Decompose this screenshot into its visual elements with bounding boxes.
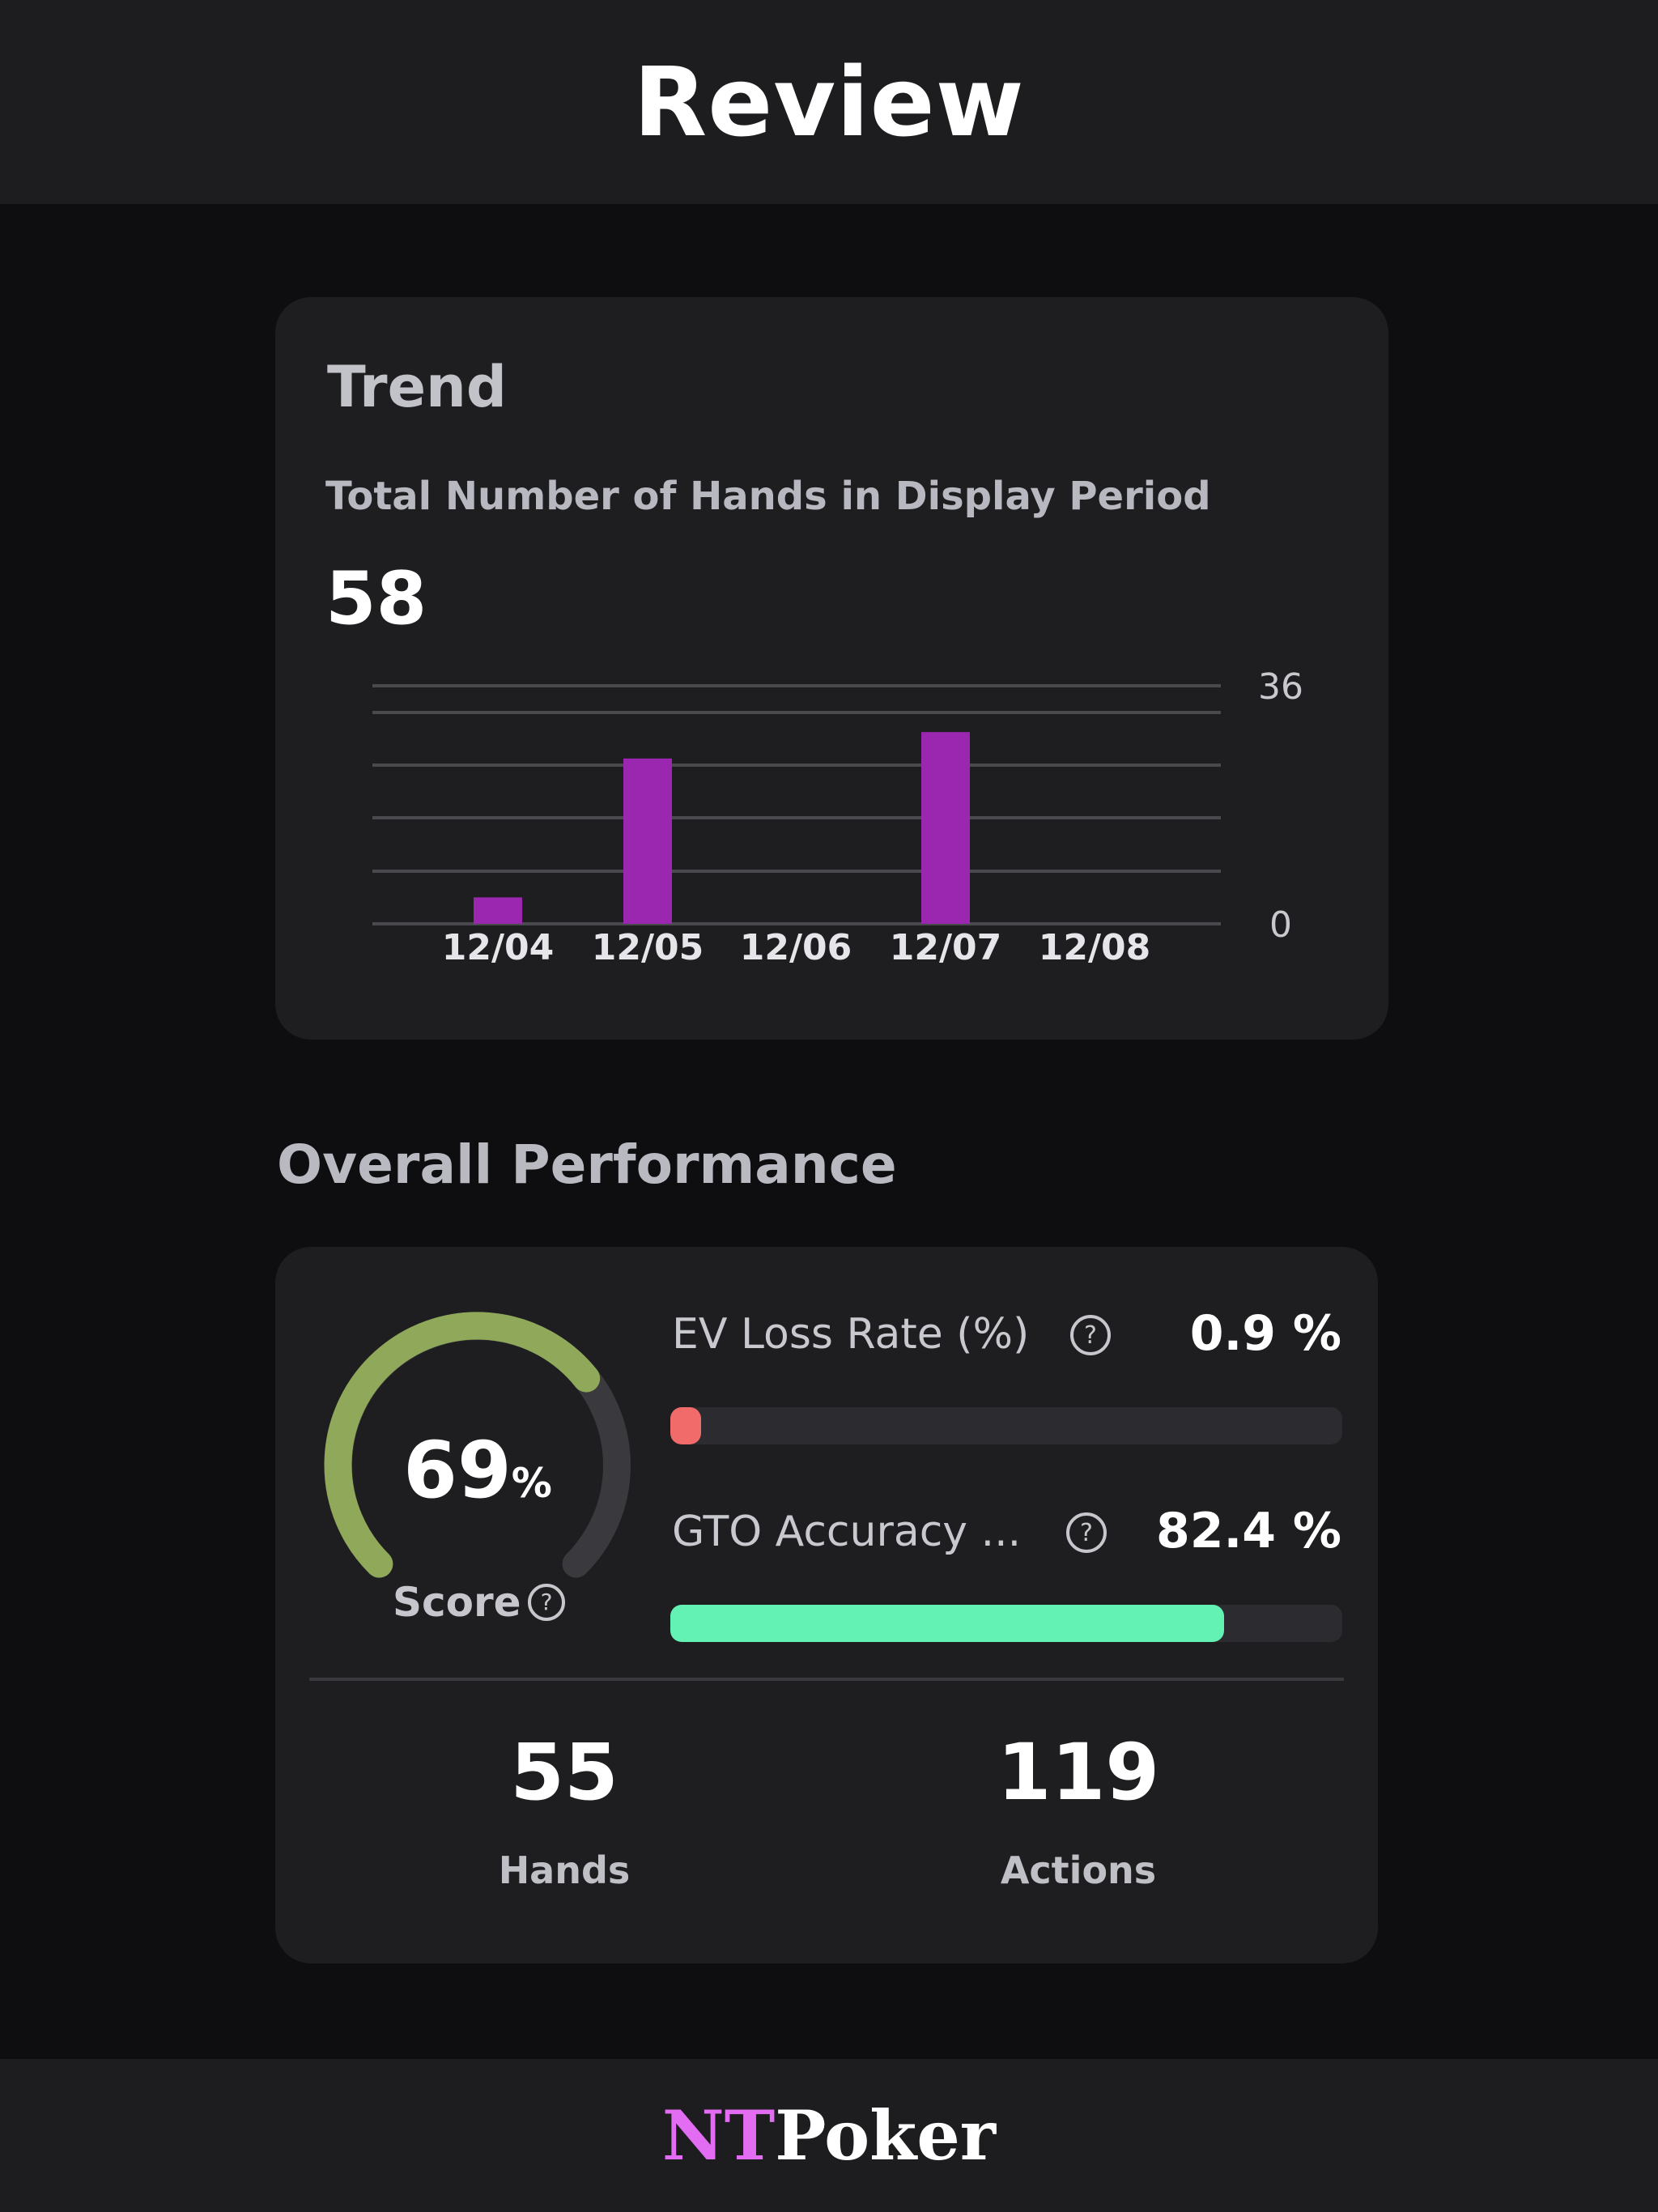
hands-count: 55	[510, 1727, 619, 1818]
stats-divider	[309, 1678, 1344, 1681]
y-tick-label: 36	[1258, 666, 1303, 708]
bar-12-04[interactable]	[474, 897, 522, 924]
gto-accuracy-bar-fill	[670, 1605, 1224, 1642]
gto-accuracy-bar	[670, 1605, 1342, 1642]
score-gauge-fill	[324, 1312, 601, 1578]
ev-loss-bar	[670, 1407, 1342, 1444]
score-unit: %	[511, 1460, 552, 1507]
score-help-icon[interactable]: ?	[526, 1582, 567, 1623]
gto-accuracy-value: 82.4 %	[1155, 1503, 1341, 1559]
trend-subtitle: Total Number of Hands in Display Period	[325, 474, 1211, 519]
ev-loss-help-icon[interactable]: ?	[1069, 1313, 1112, 1361]
actions-label: Actions	[1000, 1848, 1157, 1892]
x-tick-label: 12/05	[592, 927, 704, 968]
x-tick-label: 12/06	[740, 927, 852, 968]
trend-title: Trend	[327, 354, 507, 420]
bar-12-05[interactable]	[623, 758, 672, 924]
page-title: Review	[633, 46, 1025, 158]
svg-text:?: ?	[1084, 1321, 1097, 1350]
ev-loss-value: 0.9 %	[1189, 1305, 1341, 1362]
logo-nt: NT	[661, 2095, 776, 2176]
score-label-row: Score ?	[393, 1579, 567, 1626]
svg-text:?: ?	[540, 1589, 552, 1615]
x-tick-label: 12/04	[442, 927, 555, 968]
svg-text:?: ?	[1080, 1519, 1093, 1547]
score-number: 69	[403, 1425, 512, 1516]
actions-count: 119	[997, 1727, 1160, 1818]
gto-accuracy-help-icon[interactable]: ?	[1065, 1511, 1108, 1559]
overall-performance-title: Overall Performance	[277, 1134, 897, 1196]
ntpoker-logo: NTPoker	[662, 2095, 996, 2176]
logo-poker: Poker	[775, 2095, 997, 2176]
actions-stat: 119 Actions	[916, 1727, 1240, 1892]
score-label: Score	[393, 1579, 521, 1626]
hands-label: Hands	[498, 1848, 631, 1892]
ev-loss-bar-fill	[670, 1407, 701, 1444]
header-bar: Review	[0, 0, 1658, 204]
bar-12-07[interactable]	[921, 732, 970, 924]
hands-stat: 55 Hands	[402, 1727, 726, 1892]
hands-bar-chart: 36 0 12/04 12/05 12/06 12/07 12/08	[372, 666, 1303, 968]
x-tick-label: 12/08	[1039, 927, 1151, 968]
overall-performance-card: 69% Score ? EV Loss Rate (%) ? 0.9 % GTO…	[275, 1247, 1378, 1963]
gto-accuracy-label: GTO Accuracy ...	[672, 1508, 1022, 1556]
trend-total-hands: 58	[325, 556, 427, 641]
score-value: 69%	[356, 1425, 599, 1516]
ev-loss-label: EV Loss Rate (%)	[672, 1310, 1030, 1359]
score-gauge	[324, 1312, 631, 1578]
trend-card[interactable]: Trend Total Number of Hands in Display P…	[275, 297, 1388, 1040]
footer-bar: NTPoker	[0, 2059, 1658, 2212]
y-tick-label: 0	[1269, 904, 1292, 946]
x-tick-label: 12/07	[890, 927, 1002, 968]
